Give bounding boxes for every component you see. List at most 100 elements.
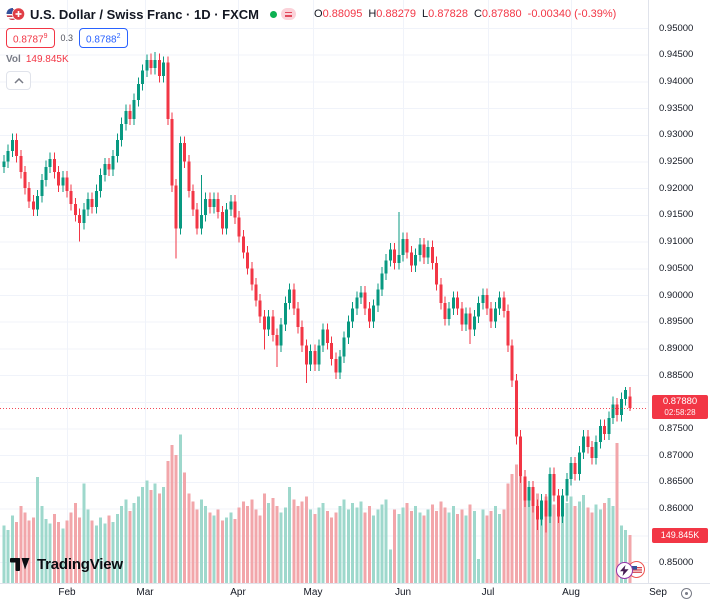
candle-body: [313, 351, 317, 365]
volume-bar: [216, 509, 220, 583]
volume-bar: [153, 483, 157, 583]
candle-body: [288, 289, 292, 304]
symbol-title[interactable]: U.S. Dollar / Swiss Franc · 1D · FXCM: [30, 6, 259, 22]
chart-plot-area[interactable]: [0, 0, 648, 583]
volume-bar: [598, 509, 602, 583]
month-label: Mar: [136, 587, 154, 598]
volume-bar: [464, 515, 468, 583]
volume-bar: [279, 512, 283, 583]
volume-bar: [157, 493, 161, 583]
volume-bar: [535, 493, 539, 583]
last-price-value: 0.87880: [662, 396, 698, 408]
price-tick-label: 0.86000: [659, 503, 694, 515]
volume-bar: [418, 512, 422, 583]
volume-bar: [262, 493, 266, 583]
candle-body: [73, 204, 77, 215]
volume-bar: [128, 510, 132, 583]
volume-bar: [304, 496, 308, 583]
data-info-badge[interactable]: [281, 8, 296, 20]
candle-body: [624, 390, 628, 400]
volume-bar: [208, 512, 212, 583]
volume-bar: [103, 523, 107, 583]
candle-body: [57, 172, 61, 186]
volume-bar: [456, 514, 460, 583]
price-tick-label: 0.86500: [659, 476, 694, 488]
volume-bar: [90, 520, 94, 583]
volume-bar: [384, 499, 388, 583]
candle-body: [598, 425, 602, 442]
volume-bar: [582, 494, 586, 583]
candle-body: [367, 308, 371, 322]
candle-body: [99, 174, 103, 191]
candle-body: [451, 297, 455, 309]
month-label: Apr: [230, 587, 246, 598]
volume-bar: [468, 504, 472, 583]
candle-body: [271, 316, 275, 336]
price-tick-label: 0.87000: [659, 449, 694, 461]
volume-bar: [120, 506, 124, 583]
candle-body: [418, 244, 422, 255]
volume-bar: [10, 515, 14, 583]
price-tick-label: 0.91500: [659, 209, 694, 221]
candle-body: [15, 140, 19, 157]
candle-body: [523, 476, 527, 501]
candle-body: [23, 172, 27, 189]
volume-bar: [237, 507, 241, 583]
candle-body: [208, 198, 212, 207]
volume-bar: [82, 483, 86, 583]
volume-bar: [603, 502, 607, 583]
price-tick-label: 0.92500: [659, 156, 694, 167]
volume-bar: [367, 506, 371, 583]
candle-body: [582, 436, 586, 453]
volume-bar: [52, 514, 56, 583]
candle-body: [250, 268, 254, 285]
candle-body: [330, 343, 334, 360]
time-axis[interactable]: Feb Mar Apr May Jun Jul Aug Sep: [0, 583, 710, 600]
volume-bar: [288, 486, 292, 583]
candle-body: [103, 164, 107, 175]
open-label: O: [314, 8, 323, 20]
tradingview-logo-link[interactable]: TradingView: [10, 555, 123, 573]
candle-body: [535, 505, 539, 520]
go-to-realtime-icon[interactable]: [681, 588, 692, 599]
candle-body: [246, 252, 250, 269]
candlestick-volume-canvas[interactable]: [0, 0, 648, 583]
price-axis[interactable]: 0.87880 02:58:28 149.845K 0.95000 0.94500…: [648, 0, 710, 583]
volume-bar: [611, 506, 615, 583]
candle-body: [393, 249, 397, 263]
collapse-legend-button[interactable]: [6, 71, 31, 90]
economic-events: [616, 561, 650, 581]
volume-bar: [540, 501, 544, 583]
economic-event-bolt-icon[interactable]: [616, 562, 633, 579]
volume-bar: [388, 549, 392, 583]
volume-bar: [460, 509, 464, 583]
volume-bar: [246, 506, 250, 583]
candle-body: [225, 209, 229, 229]
candle-body: [401, 238, 405, 255]
volume-bar: [162, 486, 166, 583]
candle-body: [325, 329, 329, 344]
candle-body: [2, 161, 6, 167]
candle-body: [577, 452, 581, 474]
volume-bar: [136, 496, 140, 583]
candle-body: [6, 150, 10, 162]
candle-body: [607, 417, 611, 434]
volume-bar: [275, 506, 279, 583]
candle-body: [174, 185, 178, 229]
candle-body: [86, 198, 90, 210]
candle-body: [69, 190, 73, 205]
candle-body: [409, 252, 413, 266]
ask-price-button[interactable]: 0.87882: [79, 27, 128, 49]
candle-body: [275, 335, 279, 346]
volume-bar: [447, 512, 451, 583]
bid-price-button[interactable]: 0.87879: [6, 27, 55, 49]
candle-body: [464, 313, 468, 325]
candle-body: [128, 110, 132, 119]
volume-bar: [426, 509, 430, 583]
candle-body: [619, 399, 623, 416]
volume-bar: [544, 496, 548, 583]
candle-body: [65, 177, 69, 191]
candle-body: [338, 356, 342, 373]
candle-body: [519, 436, 523, 477]
